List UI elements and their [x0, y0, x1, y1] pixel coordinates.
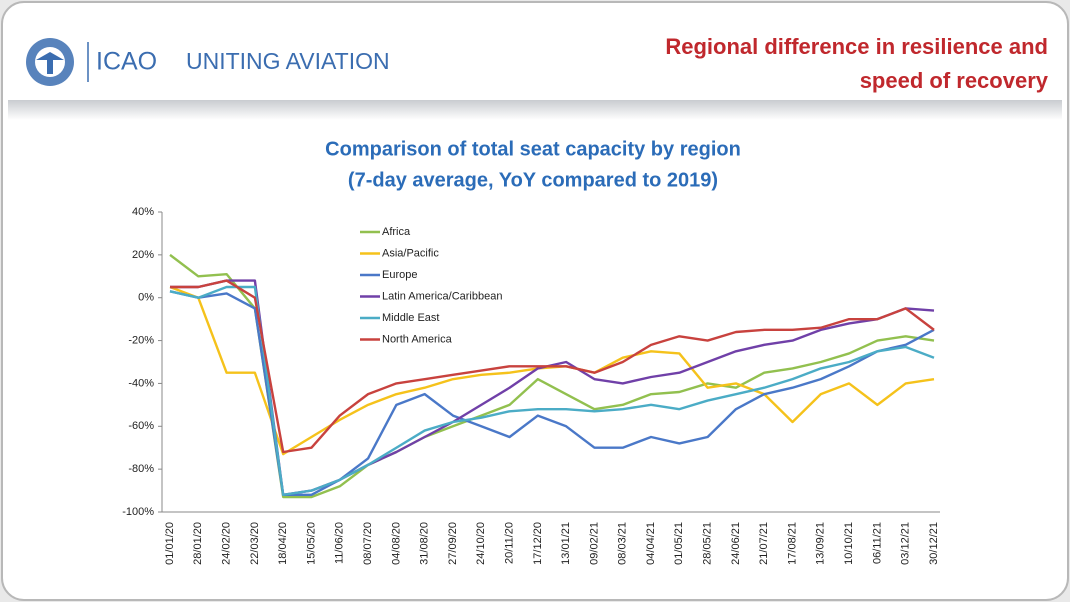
y-tick-label: 0% — [138, 292, 154, 304]
x-tick-label: 17/08/21 — [786, 522, 798, 565]
legend-label: Latin America/Caribbean — [382, 290, 502, 302]
x-tick-label: 04/08/20 — [390, 522, 402, 565]
legend-label: Asia/Pacific — [382, 247, 439, 259]
legend-label: North America — [382, 333, 453, 345]
x-tick-label: 15/05/20 — [305, 522, 317, 565]
x-tick-label: 18/04/20 — [277, 522, 289, 565]
series-line — [169, 253, 935, 499]
header-band — [8, 100, 1062, 120]
slide-title: Regional difference in resilience and — [665, 34, 1048, 59]
x-tick-label: 04/04/21 — [645, 522, 657, 565]
x-tick-label: 06/11/21 — [871, 522, 883, 564]
legend-label: Europe — [382, 269, 417, 281]
series-line — [169, 285, 935, 497]
y-tick-label: -40% — [128, 377, 154, 389]
x-tick-label: 24/02/20 — [220, 522, 232, 565]
x-tick-label: 31/08/20 — [419, 522, 431, 565]
y-tick-label: 20% — [132, 249, 154, 261]
x-tick-label: 01/05/21 — [673, 522, 685, 565]
x-tick-label: 24/10/20 — [475, 522, 487, 565]
x-tick-label: 22/03/20 — [249, 522, 261, 565]
series-line — [170, 279, 935, 454]
x-tick-label: 08/03/21 — [617, 522, 629, 565]
x-tick-label: 08/07/20 — [362, 522, 374, 565]
x-tick-label: 13/09/21 — [815, 522, 827, 565]
x-tick-label: 28/05/21 — [702, 522, 714, 565]
x-tick-label: 01/01/20 — [164, 522, 176, 565]
x-tick-label: 03/12/21 — [900, 522, 912, 565]
x-tick-label: 27/09/20 — [447, 522, 459, 565]
series-line — [169, 290, 935, 497]
x-tick-label: 17/12/20 — [532, 522, 544, 565]
logo — [26, 38, 89, 86]
chart-title: Comparison of total seat capacity by reg… — [325, 138, 741, 160]
slide-title: speed of recovery — [860, 68, 1049, 93]
x-tick-label: 09/02/21 — [588, 522, 600, 565]
x-tick-label: 24/06/21 — [730, 522, 742, 565]
x-tick-label: 28/01/20 — [192, 522, 204, 565]
x-tick-label: 10/10/21 — [843, 522, 855, 565]
y-tick-label: -20% — [128, 334, 154, 346]
y-tick-label: -60% — [128, 420, 154, 432]
logo-text: ICAO — [96, 48, 157, 76]
y-tick-label: -80% — [128, 463, 154, 475]
x-tick-label: 30/12/21 — [928, 522, 940, 565]
y-tick-label: -100% — [122, 506, 154, 518]
y-tick-label: 40% — [132, 206, 154, 218]
x-tick-label: 11/06/20 — [334, 522, 346, 564]
chart-title: (7-day average, YoY compared to 2019) — [348, 169, 718, 191]
x-tick-label: 21/07/21 — [758, 522, 770, 565]
legend-label: Africa — [382, 226, 411, 238]
tagline: UNITING AVIATION — [186, 48, 390, 74]
x-tick-label: 20/11/20 — [503, 522, 515, 564]
legend-label: Middle East — [382, 312, 439, 324]
x-tick-label: 13/01/21 — [560, 522, 572, 565]
